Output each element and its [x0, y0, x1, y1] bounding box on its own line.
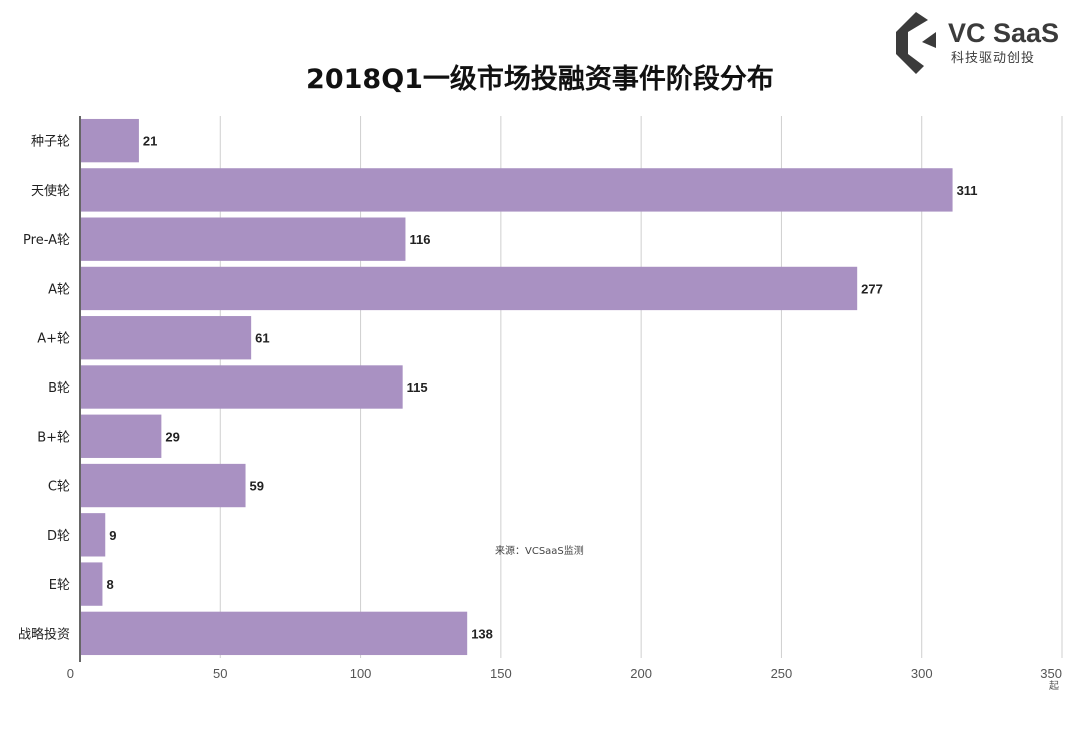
bar [81, 463, 246, 508]
logo-brand-name: VC SaaS [948, 18, 1059, 48]
category-label: Pre-A轮 [23, 233, 70, 248]
bar [81, 217, 406, 261]
source-note: 来源：VCSaaS监测 [495, 544, 584, 557]
x-tick-label: 150 [490, 666, 512, 681]
value-label: 59 [250, 479, 264, 494]
bar [81, 316, 252, 360]
vc-saas-logo: VC SaaS 科技驱动创投 [896, 12, 1059, 74]
category-label: B轮 [48, 381, 70, 396]
x-tick-label: 50 [213, 666, 227, 681]
value-label: 277 [861, 281, 883, 296]
category-label: 天使轮 [31, 183, 70, 199]
x-tick-label: 300 [911, 666, 933, 681]
bar [81, 562, 103, 606]
value-label: 9 [109, 528, 116, 543]
category-label: C轮 [48, 480, 70, 495]
value-label: 138 [471, 626, 493, 641]
category-label: A轮 [48, 282, 70, 297]
category-label: 种子轮 [31, 135, 70, 150]
category-label: 战略投资 [18, 626, 70, 642]
value-label: 61 [255, 331, 269, 346]
value-label: 115 [407, 380, 428, 395]
x-tick-label: 250 [771, 666, 793, 681]
x-tick-label: 200 [630, 666, 652, 681]
value-label: 21 [143, 134, 157, 149]
bar [81, 513, 106, 557]
bar [81, 365, 403, 409]
category-label: E轮 [49, 578, 70, 593]
bar [81, 168, 953, 212]
bar [81, 611, 468, 656]
category-label: A+轮 [37, 332, 70, 347]
logo-mark-icon [896, 12, 936, 74]
value-label: 8 [106, 577, 113, 592]
value-label: 311 [957, 183, 978, 198]
chart-title: 2018Q1一级市场投融资事件阶段分布 [306, 64, 774, 95]
x-tick-label: 100 [350, 666, 372, 681]
x-tick-label: 350 [1040, 666, 1062, 681]
category-label: B+轮 [37, 430, 70, 445]
value-label: 116 [409, 232, 430, 247]
bar [81, 266, 858, 311]
logo-tagline: 科技驱动创投 [951, 50, 1035, 66]
category-label: D轮 [47, 529, 70, 544]
bar [81, 118, 139, 163]
x-tick-label: 0 [67, 666, 74, 681]
value-label: 29 [165, 429, 179, 444]
bar [81, 414, 162, 458]
x-axis-unit-label: 起 [1049, 680, 1059, 692]
